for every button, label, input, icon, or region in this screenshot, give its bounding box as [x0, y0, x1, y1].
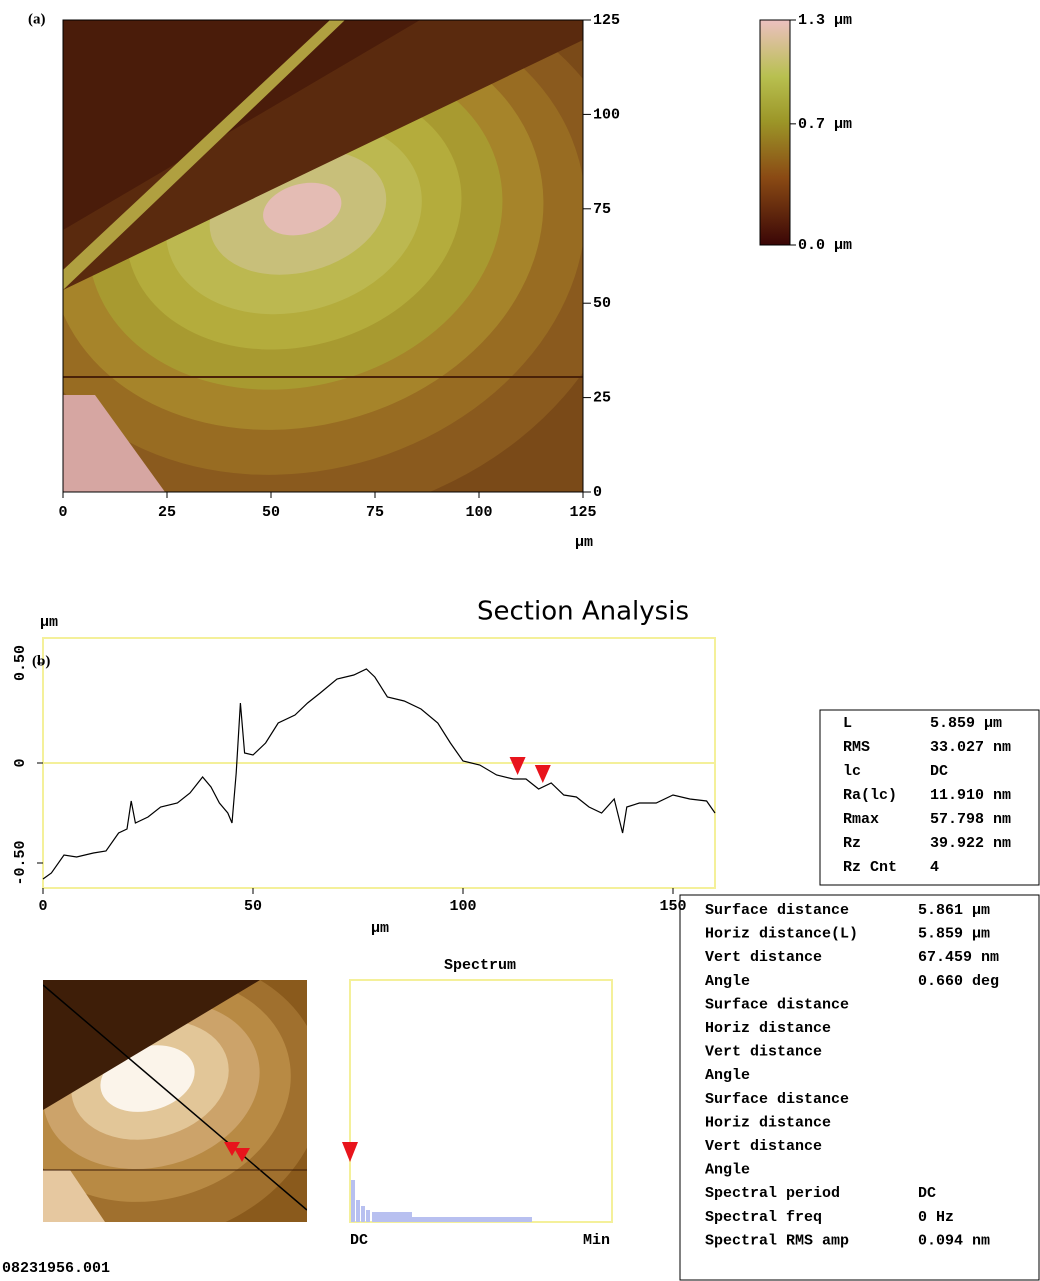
stat-label: Rmax [843, 811, 879, 828]
filename: 08231956.001 [2, 1260, 110, 1277]
stat-value: 11.910 nm [930, 787, 1011, 804]
measurement-value: 5.861 μm [918, 902, 990, 919]
x-tick-label: 125 [569, 504, 596, 521]
measurement-name: Vert distance [705, 1138, 822, 1155]
y-tick-label: 100 [593, 106, 620, 123]
x-tick-label: 50 [244, 898, 262, 915]
measurement-value: 67.459 nm [918, 949, 999, 966]
spectrum-x-label: Min [583, 1232, 610, 1249]
thumbnail-image [43, 980, 307, 1222]
x-unit: μm [371, 920, 389, 937]
measurement-name: Spectral period [705, 1185, 840, 1202]
measurement-name: Vert distance [705, 1044, 822, 1061]
measurement-name: Horiz distance [705, 1020, 831, 1037]
measurement-value: 0.094 nm [918, 1232, 990, 1249]
measurement-value: DC [918, 1185, 936, 1202]
cursor-marker [534, 765, 551, 783]
x-tick-label: 75 [366, 504, 384, 521]
x-tick-label: 0 [38, 898, 47, 915]
x-tick-label: 100 [449, 898, 476, 915]
measurement-value: 0.660 deg [918, 973, 999, 990]
measurement-name: Surface distance [705, 902, 849, 919]
measurement-value: 0 Hz [918, 1209, 954, 1226]
stat-value: 4 [930, 859, 939, 876]
stats-box [819, 709, 1040, 886]
colorbar [759, 19, 791, 246]
y-tick-label: 0 [593, 484, 602, 501]
stat-label: L [843, 715, 852, 732]
spectrum-x-label: DC [350, 1232, 368, 1249]
stat-label: Rz Cnt [843, 859, 897, 876]
colorbar-label: 0.7 μm [798, 116, 852, 133]
afm-image [63, 20, 583, 492]
stat-label: Ra(lc) [843, 787, 897, 804]
y-tick-label: -0.50 [12, 840, 29, 885]
y-unit: μm [40, 614, 58, 631]
measurement-name: Angle [705, 1162, 750, 1179]
measurement-name: Spectral freq [705, 1209, 822, 1226]
cursor-marker [509, 757, 526, 775]
measurement-name: Horiz distance [705, 1114, 831, 1131]
colorbar-label: 0.0 μm [798, 237, 852, 254]
stat-label: Rz [843, 835, 861, 852]
measurement-name: Horiz distance(L) [705, 926, 858, 943]
panel-label: (b) [32, 653, 50, 669]
measurement-name: Spectral RMS amp [705, 1232, 849, 1249]
measurement-name: Angle [705, 973, 750, 990]
x-tick-label: 50 [262, 504, 280, 521]
stat-value: 33.027 nm [930, 739, 1011, 756]
measurement-name: Vert distance [705, 949, 822, 966]
spectrum-cursor [342, 1142, 358, 1162]
y-tick-label: 25 [593, 390, 611, 407]
colorbar-label: 1.3 μm [798, 12, 852, 29]
x-tick-label: 150 [659, 898, 686, 915]
y-tick-label: 0.50 [12, 645, 29, 681]
measurement-name: Surface distance [705, 1091, 849, 1108]
y-tick-label: 50 [593, 295, 611, 312]
x-tick-label: 25 [158, 504, 176, 521]
stat-value: 57.798 nm [930, 811, 1011, 828]
image-frame [62, 19, 584, 493]
stat-value: DC [930, 763, 948, 780]
y-tick-label: 75 [593, 201, 611, 218]
stat-label: lc [843, 763, 861, 780]
measurement-value: 5.859 μm [918, 926, 990, 943]
y-tick-label: 0 [12, 758, 29, 767]
stat-value: 39.922 nm [930, 835, 1011, 852]
x-tick-label: 100 [465, 504, 492, 521]
x-tick-label: 0 [58, 504, 67, 521]
spectrum-bars [351, 1180, 532, 1222]
panel-label: (a) [28, 11, 46, 27]
section-title: Section Analysis [477, 597, 689, 627]
measurement-name: Angle [705, 1067, 750, 1084]
spectrum-title: Spectrum [444, 957, 516, 974]
stat-label: RMS [843, 739, 870, 756]
spectrum-frame [349, 979, 613, 1223]
measurement-box [679, 894, 1040, 1281]
stat-value: 5.859 μm [930, 715, 1002, 732]
profile-line [42, 668, 716, 880]
x-unit: μm [575, 534, 593, 551]
y-tick-label: 125 [593, 12, 620, 29]
measurement-name: Surface distance [705, 996, 849, 1013]
